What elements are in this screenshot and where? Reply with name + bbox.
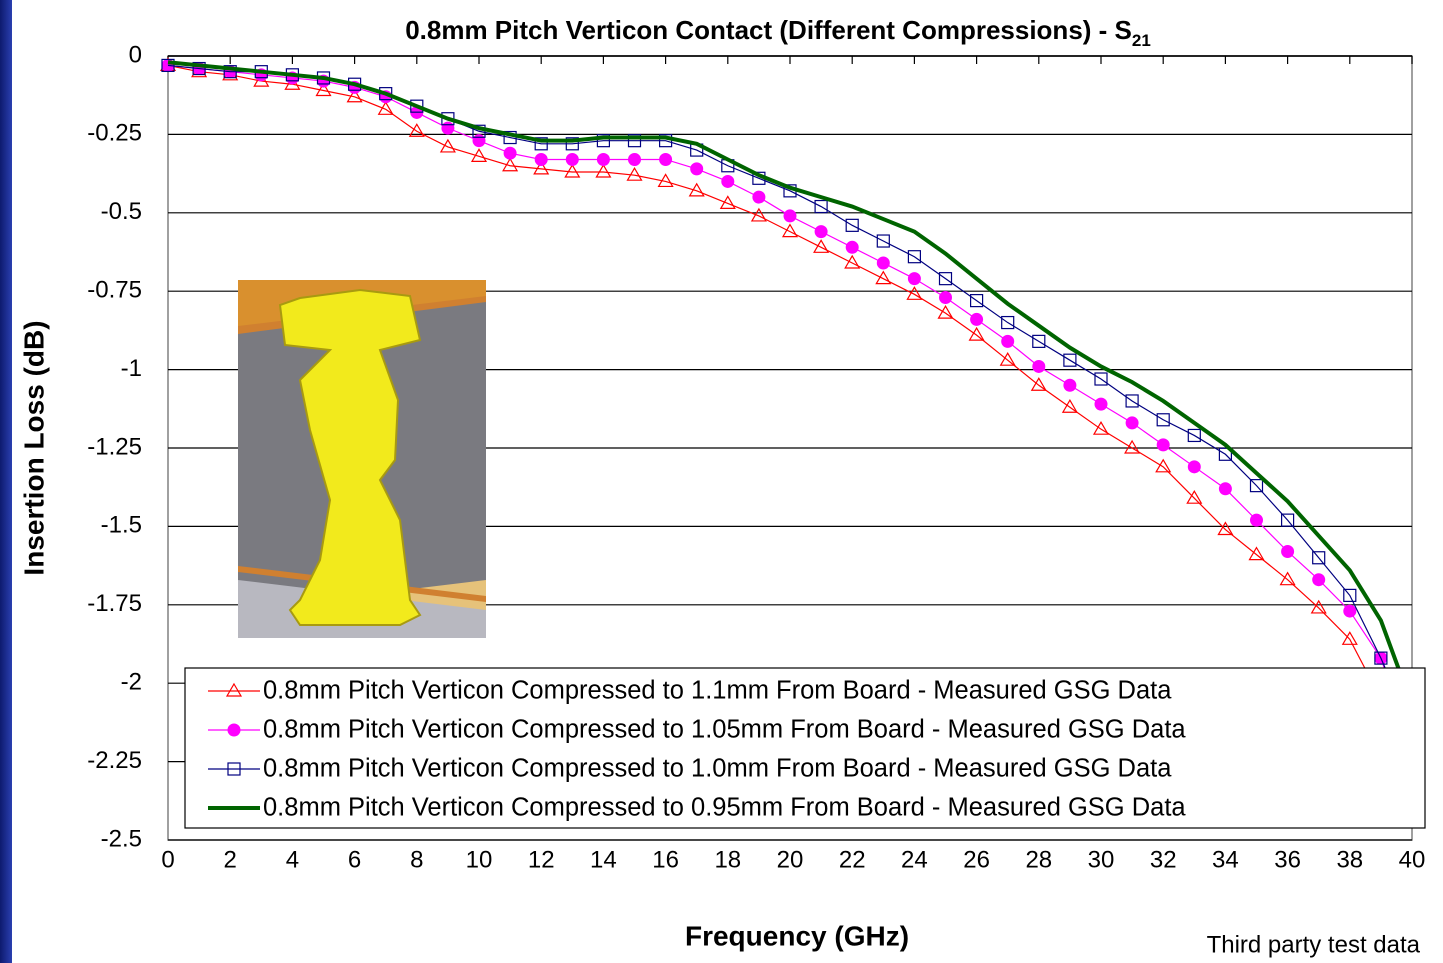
x-tick-label: 2 xyxy=(224,846,237,873)
x-tick-label: 12 xyxy=(528,846,555,873)
x-tick-label: 36 xyxy=(1274,846,1301,873)
marker xyxy=(753,191,765,203)
x-tick-label: 26 xyxy=(963,846,990,873)
marker xyxy=(1313,574,1325,586)
y-tick-label: -1 xyxy=(121,355,142,382)
marker xyxy=(504,147,516,159)
x-tick-label: 32 xyxy=(1150,846,1177,873)
legend: 0.8mm Pitch Verticon Compressed to 1.1mm… xyxy=(185,668,1425,828)
x-tick-label: 28 xyxy=(1025,846,1052,873)
x-tick-label: 4 xyxy=(286,846,299,873)
x-tick-label: 30 xyxy=(1088,846,1115,873)
y-tick-label: -2.25 xyxy=(87,747,142,774)
x-tick-label: 10 xyxy=(466,846,493,873)
x-tick-label: 8 xyxy=(410,846,423,873)
x-axis-title: Frequency (GHz) xyxy=(685,920,909,951)
y-tick-label: -2.5 xyxy=(101,825,142,852)
y-tick-label: -0.25 xyxy=(87,120,142,147)
marker xyxy=(473,135,485,147)
x-tick-label: 14 xyxy=(590,846,617,873)
legend-marker xyxy=(228,724,240,736)
x-tick-label: 18 xyxy=(714,846,741,873)
legend-label: 0.8mm Pitch Verticon Compressed to 1.05m… xyxy=(263,716,1186,744)
x-tick-label: 0 xyxy=(161,846,174,873)
marker xyxy=(442,122,454,134)
chart: 0.8mm Pitch Verticon Contact (Different … xyxy=(0,0,1443,963)
marker xyxy=(1002,335,1014,347)
marker xyxy=(722,175,734,187)
marker xyxy=(1095,398,1107,410)
marker xyxy=(1126,417,1138,429)
page: 0.8mm Pitch Verticon Contact (Different … xyxy=(0,0,1443,963)
marker xyxy=(660,153,672,165)
marker xyxy=(1157,439,1169,451)
legend-label: 0.8mm Pitch Verticon Compressed to 1.0mm… xyxy=(263,755,1172,783)
marker xyxy=(1064,379,1076,391)
y-tick-label: -1.75 xyxy=(87,590,142,617)
y-tick-label: 0 xyxy=(129,41,142,68)
y-tick-label: -0.5 xyxy=(101,198,142,225)
marker xyxy=(815,226,827,238)
marker xyxy=(535,153,547,165)
marker xyxy=(784,210,796,222)
y-tick-label: -0.75 xyxy=(87,277,142,304)
legend-label: 0.8mm Pitch Verticon Compressed to 1.1mm… xyxy=(263,677,1172,705)
x-tick-label: 6 xyxy=(348,846,361,873)
marker xyxy=(1188,461,1200,473)
footnote: Third party test data xyxy=(1207,931,1421,958)
marker xyxy=(1344,605,1356,617)
marker xyxy=(908,273,920,285)
x-tick-label: 22 xyxy=(839,846,866,873)
y-tick-label: -1.5 xyxy=(101,512,142,539)
title-text: 0.8mm Pitch Verticon Contact (Different … xyxy=(405,15,1132,45)
chart-title: 0.8mm Pitch Verticon Contact (Different … xyxy=(405,15,1151,50)
marker xyxy=(1219,483,1231,495)
x-tick-label: 40 xyxy=(1399,846,1426,873)
y-tick-label: -1.25 xyxy=(87,433,142,460)
x-tick-label: 24 xyxy=(901,846,928,873)
x-tick-label: 34 xyxy=(1212,846,1239,873)
marker xyxy=(566,153,578,165)
legend-label: 0.8mm Pitch Verticon Compressed to 0.95m… xyxy=(263,794,1186,822)
marker xyxy=(1251,514,1263,526)
slide-edge xyxy=(0,0,12,963)
marker xyxy=(597,153,609,165)
marker xyxy=(940,291,952,303)
x-tick-label: 20 xyxy=(777,846,804,873)
marker xyxy=(629,153,641,165)
marker xyxy=(1282,545,1294,557)
marker xyxy=(846,241,858,253)
x-tick-label: 38 xyxy=(1336,846,1363,873)
marker xyxy=(877,257,889,269)
x-tick-label: 16 xyxy=(652,846,679,873)
inset-image xyxy=(238,280,486,638)
marker xyxy=(1033,360,1045,372)
marker xyxy=(691,163,703,175)
marker xyxy=(971,313,983,325)
y-tick-label: -2 xyxy=(121,669,142,696)
title-subscript: 21 xyxy=(1132,31,1151,50)
y-axis-title: Insertion Loss (dB) xyxy=(18,320,49,575)
